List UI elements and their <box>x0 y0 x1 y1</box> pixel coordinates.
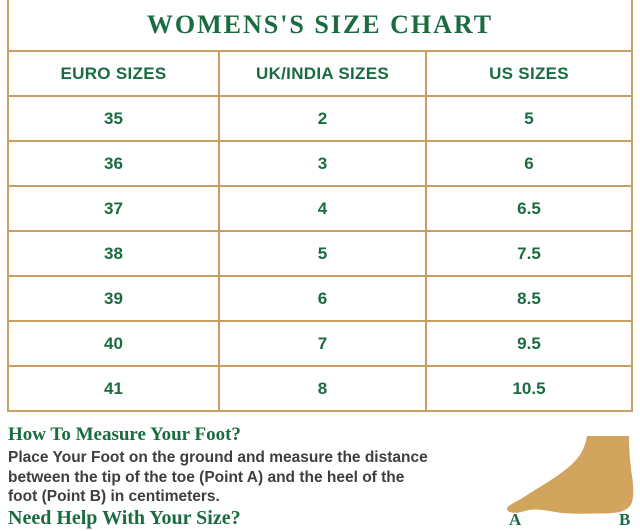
uk-india-size-value: 4 <box>218 185 427 232</box>
header-euro-sizes: EURO SIZES <box>7 50 220 97</box>
foot-side-view-icon <box>507 436 634 514</box>
table-row: 36 3 6 <box>7 140 633 187</box>
uk-india-size-value: 5 <box>218 230 427 277</box>
us-size-value: 6 <box>425 140 633 187</box>
size-chart-table: WOMENS'S SIZE CHART EURO SIZES UK/INDIA … <box>7 0 633 412</box>
us-size-value: 5 <box>425 95 633 142</box>
euro-size-value: 35 <box>7 95 220 142</box>
measure-instructions-line: foot (Point B) in centimeters. <box>8 488 220 505</box>
us-size-value: 7.5 <box>425 230 633 277</box>
table-title-row: WOMENS'S SIZE CHART <box>7 0 633 52</box>
table-header-row: EURO SIZES UK/INDIA SIZES US SIZES <box>7 50 633 97</box>
table-row: 38 5 7.5 <box>7 230 633 277</box>
euro-size-value: 38 <box>7 230 220 277</box>
euro-size-value: 41 <box>7 365 220 412</box>
uk-india-size-value: 6 <box>218 275 427 322</box>
table-row: 41 8 10.5 <box>7 365 633 412</box>
need-help-heading: Need Help With Your Size? <box>8 507 241 529</box>
uk-india-size-value: 3 <box>218 140 427 187</box>
header-us-sizes: US SIZES <box>425 50 633 97</box>
us-size-value: 8.5 <box>425 275 633 322</box>
table-row: 40 7 9.5 <box>7 320 633 367</box>
euro-size-value: 36 <box>7 140 220 187</box>
table-row: 37 4 6.5 <box>7 185 633 232</box>
measure-instructions: Place Your Foot on the ground and measur… <box>8 448 428 507</box>
us-size-value: 10.5 <box>425 365 633 412</box>
euro-size-value: 37 <box>7 185 220 232</box>
us-size-value: 9.5 <box>425 320 633 367</box>
foot-illustration <box>503 436 635 515</box>
us-size-value: 6.5 <box>425 185 633 232</box>
measure-instructions-line: between the tip of the toe (Point A) and… <box>8 468 405 486</box>
point-b-label: B <box>619 510 631 529</box>
uk-india-size-value: 7 <box>218 320 427 367</box>
table-row: 39 6 8.5 <box>7 275 633 322</box>
euro-size-value: 40 <box>7 320 220 367</box>
how-to-measure-heading: How To Measure Your Foot? <box>8 424 241 445</box>
euro-size-value: 39 <box>7 275 220 322</box>
uk-india-size-value: 2 <box>218 95 427 142</box>
chart-title: WOMENS'S SIZE CHART <box>7 0 633 52</box>
measure-instructions-line: Place Your Foot on the ground and measur… <box>8 449 428 466</box>
table-row: 35 2 5 <box>7 95 633 142</box>
uk-india-size-value: 8 <box>218 365 427 412</box>
header-uk-india-sizes: UK/INDIA SIZES <box>218 50 427 97</box>
point-a-label: A <box>509 510 522 529</box>
